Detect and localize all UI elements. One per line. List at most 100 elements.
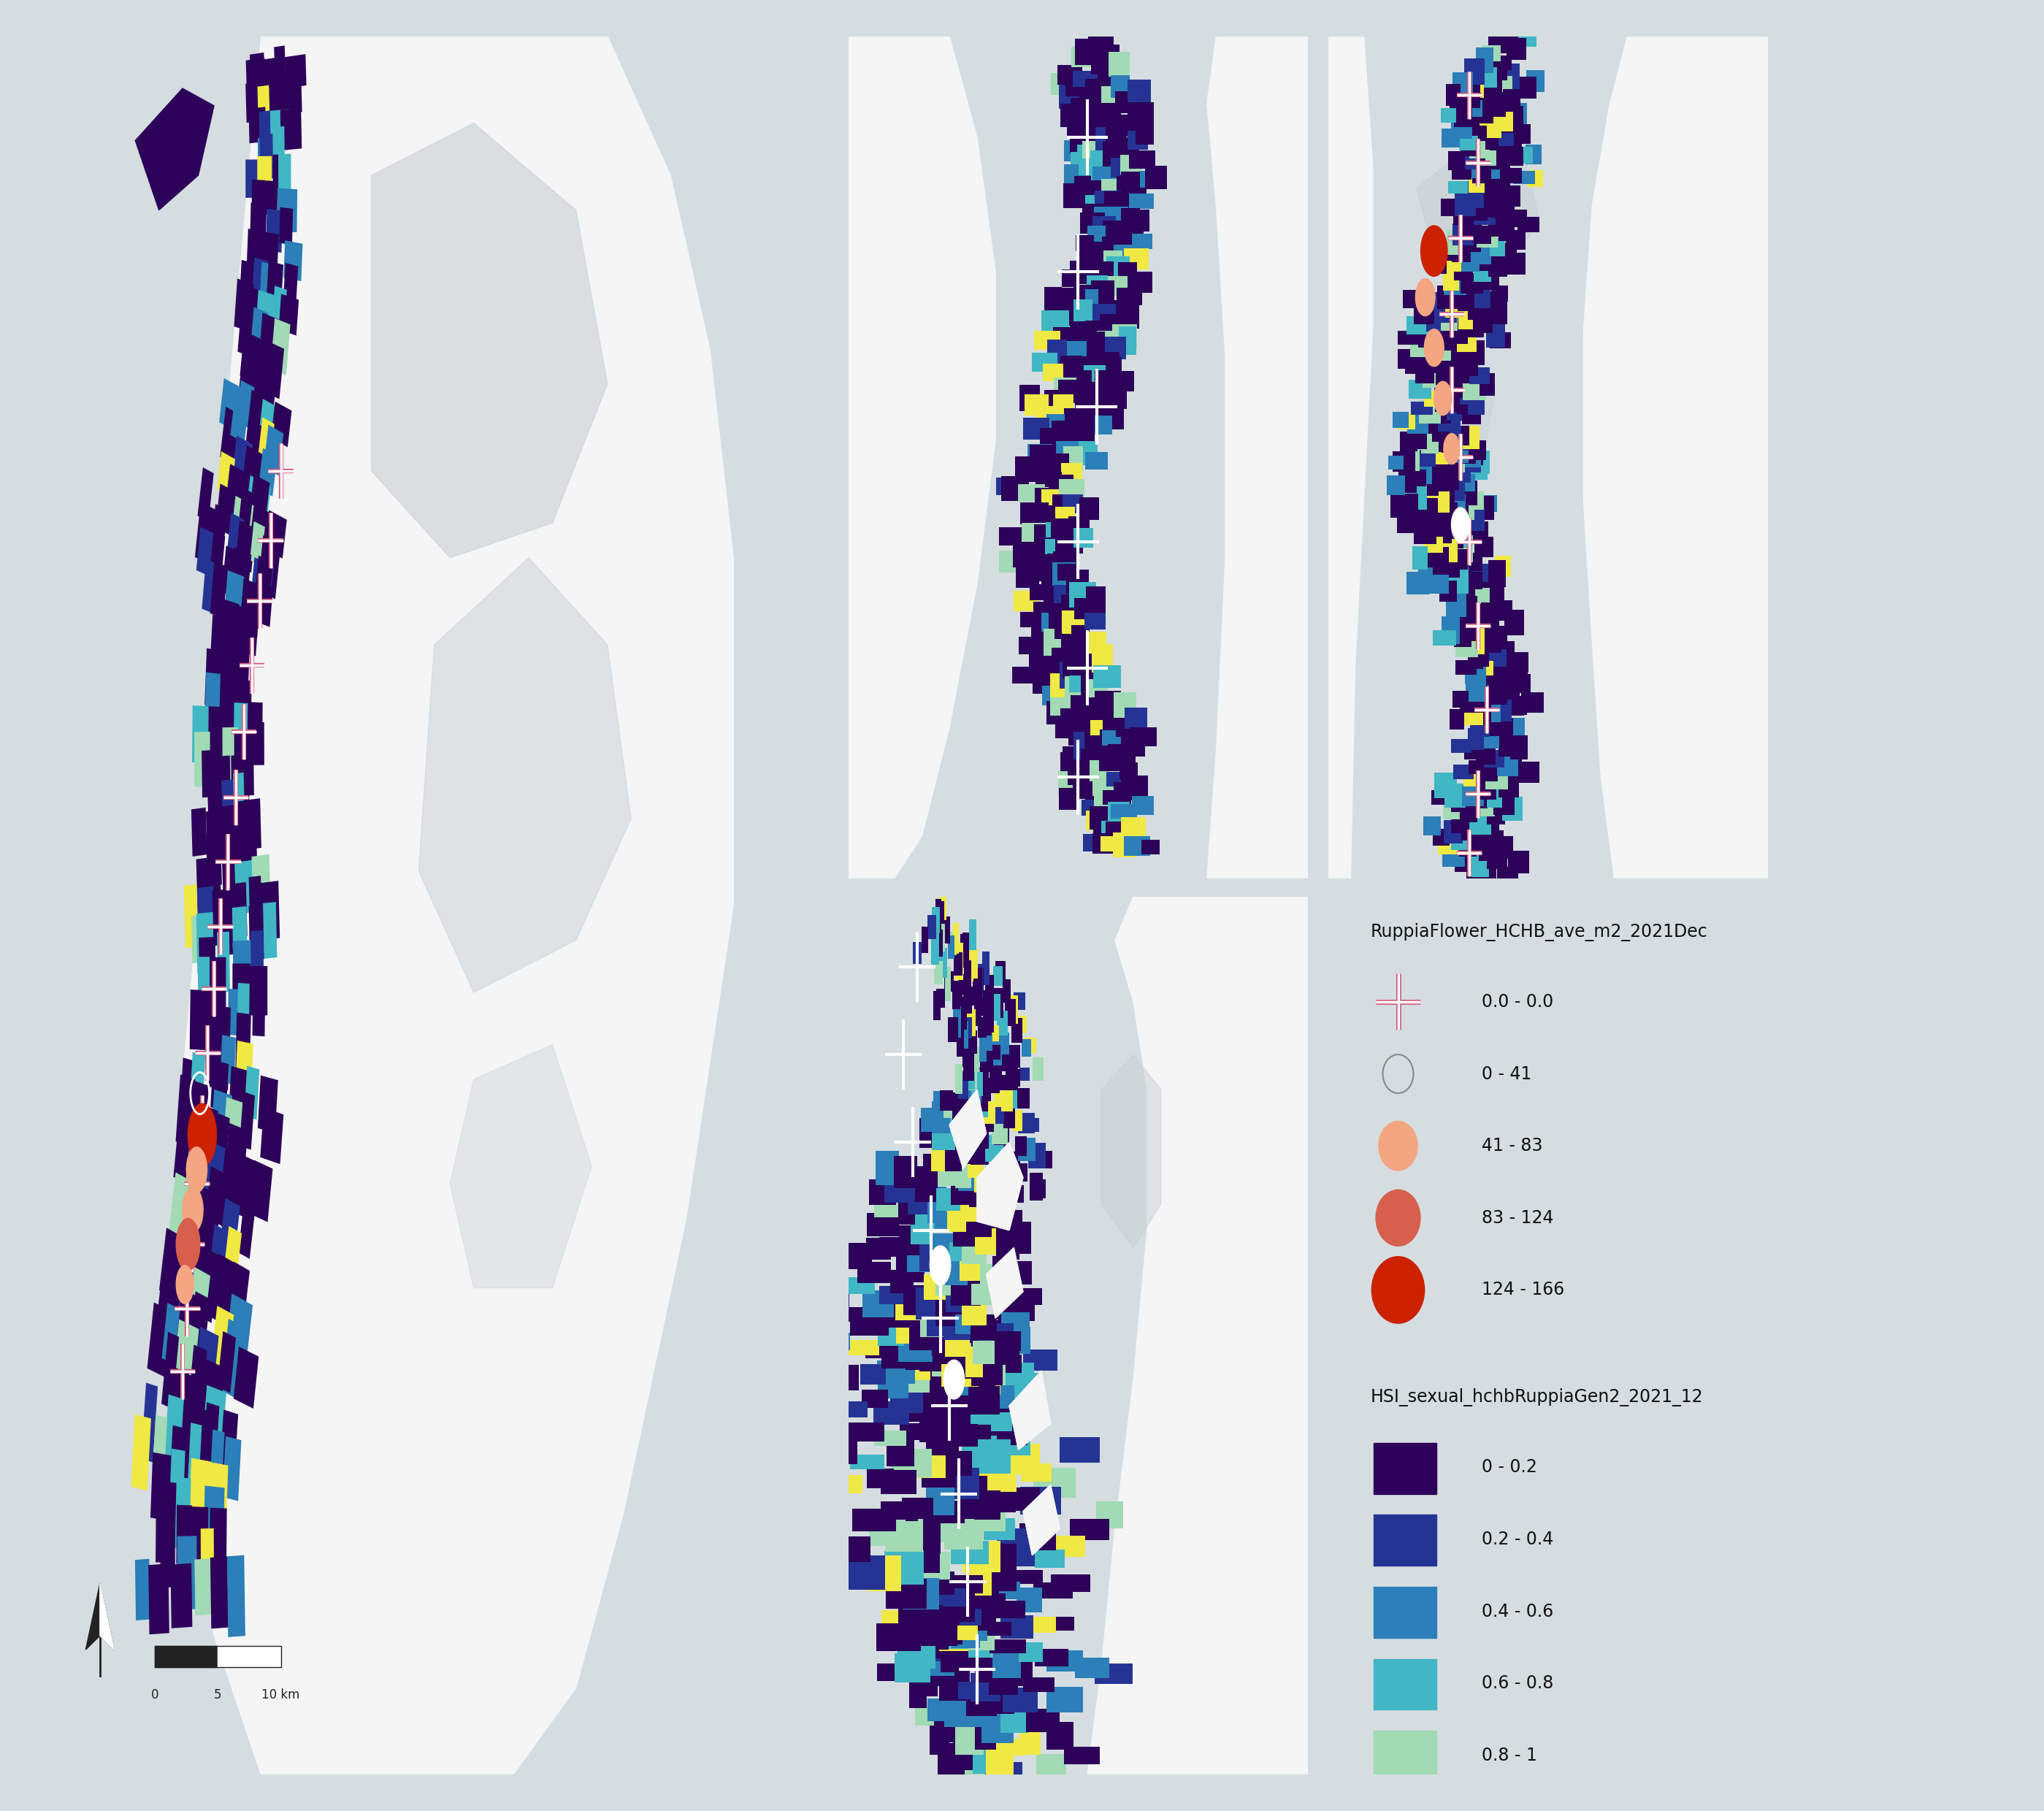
Bar bbox=[272, 402, 292, 447]
Polygon shape bbox=[419, 558, 632, 992]
Bar bbox=[196, 913, 215, 974]
Bar bbox=[1071, 625, 1089, 652]
Bar bbox=[1002, 1087, 1014, 1112]
Bar bbox=[233, 773, 245, 824]
Bar bbox=[1100, 313, 1124, 333]
Bar bbox=[1077, 357, 1098, 373]
Bar bbox=[1040, 489, 1059, 507]
Bar bbox=[206, 1461, 229, 1543]
Bar bbox=[221, 804, 239, 867]
Bar bbox=[1087, 226, 1106, 248]
Bar bbox=[932, 1342, 955, 1364]
Bar bbox=[1447, 444, 1470, 462]
Bar bbox=[969, 1047, 979, 1072]
Bar bbox=[1504, 608, 1525, 636]
Bar bbox=[916, 1203, 942, 1231]
Bar bbox=[926, 1628, 957, 1644]
Bar bbox=[194, 1557, 213, 1615]
Bar bbox=[997, 1487, 1040, 1510]
Bar bbox=[1075, 1659, 1110, 1679]
Bar bbox=[1094, 206, 1122, 225]
Bar bbox=[1030, 444, 1057, 467]
Bar bbox=[1089, 304, 1116, 322]
Polygon shape bbox=[977, 1143, 1022, 1230]
Bar bbox=[1443, 273, 1466, 295]
Bar bbox=[967, 1693, 997, 1717]
Bar bbox=[1020, 1726, 1040, 1755]
Text: 10 km: 10 km bbox=[262, 1688, 300, 1701]
Bar bbox=[977, 991, 987, 1016]
Bar bbox=[930, 1501, 965, 1523]
Bar bbox=[936, 1423, 977, 1447]
Bar bbox=[910, 1320, 946, 1351]
Polygon shape bbox=[450, 1045, 593, 1288]
Circle shape bbox=[1451, 507, 1470, 541]
Bar bbox=[910, 1682, 928, 1708]
Bar bbox=[1441, 308, 1457, 331]
Bar bbox=[1059, 480, 1085, 500]
Bar bbox=[192, 808, 206, 857]
Bar bbox=[1480, 494, 1496, 513]
Bar bbox=[1449, 94, 1468, 118]
Bar bbox=[1096, 351, 1120, 378]
Bar bbox=[1034, 1583, 1073, 1599]
Bar bbox=[225, 570, 245, 623]
Bar bbox=[211, 730, 227, 784]
Bar bbox=[1451, 462, 1470, 482]
Bar bbox=[1443, 266, 1459, 292]
Bar bbox=[997, 1528, 1028, 1547]
Bar bbox=[1010, 1045, 1020, 1068]
Bar bbox=[979, 1018, 987, 1038]
Bar bbox=[1071, 98, 1089, 116]
Bar bbox=[184, 1155, 206, 1231]
Bar bbox=[971, 1342, 1002, 1360]
Bar bbox=[1081, 748, 1102, 775]
Bar bbox=[963, 1050, 975, 1081]
Bar bbox=[204, 672, 221, 735]
Bar bbox=[959, 1260, 981, 1280]
Bar bbox=[793, 1326, 826, 1346]
Bar bbox=[208, 784, 229, 837]
Bar bbox=[1474, 862, 1496, 878]
Bar bbox=[194, 1327, 219, 1396]
Bar bbox=[1468, 80, 1484, 98]
Bar bbox=[944, 1141, 963, 1172]
Polygon shape bbox=[372, 123, 607, 558]
Bar bbox=[1071, 695, 1096, 717]
Bar bbox=[867, 1213, 899, 1237]
Bar bbox=[1020, 1523, 1057, 1550]
Bar bbox=[967, 1389, 1012, 1413]
Bar bbox=[260, 263, 280, 304]
Bar bbox=[1020, 1463, 1053, 1481]
Bar bbox=[856, 1262, 891, 1282]
Bar bbox=[151, 1452, 174, 1521]
Bar bbox=[155, 1509, 176, 1563]
Bar bbox=[1120, 817, 1147, 838]
Bar bbox=[1437, 837, 1457, 855]
Bar bbox=[1108, 51, 1130, 76]
Bar bbox=[891, 1449, 932, 1478]
Bar bbox=[1104, 357, 1122, 386]
Bar bbox=[1036, 505, 1063, 523]
Bar bbox=[944, 1617, 977, 1632]
Bar bbox=[957, 1025, 963, 1058]
Bar bbox=[1459, 127, 1478, 150]
Bar bbox=[190, 989, 211, 1050]
Bar bbox=[1063, 746, 1087, 770]
Bar bbox=[940, 1365, 977, 1384]
Bar bbox=[235, 1041, 253, 1096]
Bar bbox=[897, 1521, 940, 1554]
Bar bbox=[1476, 820, 1500, 838]
Bar bbox=[963, 1291, 987, 1326]
Bar bbox=[1468, 465, 1488, 480]
Bar bbox=[879, 1384, 910, 1398]
Bar bbox=[251, 558, 274, 605]
Bar bbox=[967, 1009, 975, 1036]
Bar bbox=[1472, 522, 1488, 541]
Bar bbox=[204, 1141, 229, 1201]
Bar bbox=[1464, 768, 1478, 786]
Bar bbox=[1034, 331, 1061, 350]
Bar bbox=[1435, 366, 1457, 386]
Bar bbox=[1466, 666, 1486, 685]
Bar bbox=[1435, 326, 1453, 342]
